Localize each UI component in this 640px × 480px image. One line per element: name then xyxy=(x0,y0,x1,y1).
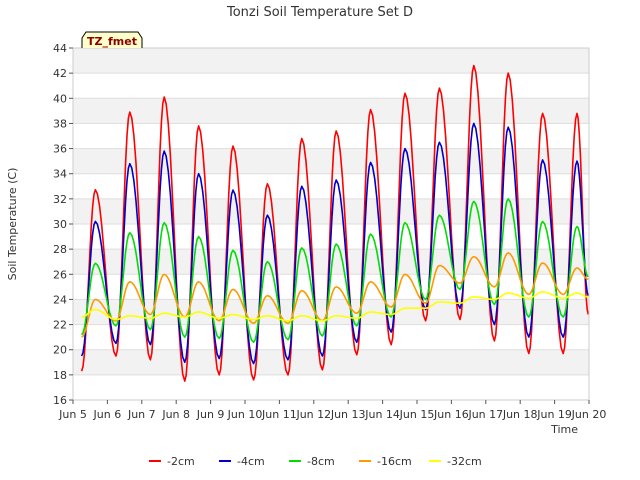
y-tick-label: 26 xyxy=(53,268,67,281)
x-tick-label: Jun 9 xyxy=(196,408,225,421)
x-tick-label: Jun 8 xyxy=(161,408,190,421)
legend-label: -2cm xyxy=(167,455,195,468)
legend-label: -4cm xyxy=(237,455,265,468)
series-line-minus-2cm xyxy=(80,64,590,382)
y-axis-label: Soil Temperature (C) xyxy=(6,168,19,281)
x-axis-label: Time xyxy=(550,423,578,436)
y-tick-label: 36 xyxy=(53,143,67,156)
y-tick-label: 20 xyxy=(53,344,67,357)
y-tick-label: 16 xyxy=(53,394,67,407)
x-tick-label: Jun 6 xyxy=(93,408,122,421)
series-line-minus-32cm xyxy=(81,291,589,322)
chart-title: Tonzi Soil Temperature Set D xyxy=(226,5,413,20)
x-tick-label: Jun 10 xyxy=(227,408,263,421)
grid-band xyxy=(73,98,589,124)
grid-band xyxy=(73,48,589,74)
x-tick-label: Jun 5 xyxy=(58,408,87,421)
station-tag-label: TZ_fmet xyxy=(87,35,137,48)
y-tick-label: 24 xyxy=(53,293,67,306)
station-tag: TZ_fmet xyxy=(81,31,143,48)
x-axis-ticks: Jun 5 Jun 6 Jun 7 Jun 8 Jun 9 Jun 10 Jun 11 Jun… xyxy=(58,400,606,421)
series-line-minus-16cm xyxy=(81,252,589,338)
x-tick-label: Jun 19 xyxy=(536,408,572,421)
y-tick-label: 18 xyxy=(53,369,67,382)
station-tag-box xyxy=(81,31,143,48)
series-line-minus-4cm xyxy=(80,122,590,365)
x-tick-label: Jun 12 xyxy=(295,408,331,421)
legend-label: -16cm xyxy=(377,455,412,468)
grid-band xyxy=(73,349,589,375)
x-tick-label: Jun 7 xyxy=(127,408,156,421)
legend-label: -8cm xyxy=(307,455,335,468)
x-tick-label: Jun 16 xyxy=(433,408,469,421)
x-tick-label: Jun 15 xyxy=(399,408,435,421)
grid-band xyxy=(73,299,589,325)
grid-band xyxy=(73,148,589,174)
y-tick-label: 44 xyxy=(53,42,67,55)
y-tick-label: 30 xyxy=(53,218,67,231)
y-tick-label: 22 xyxy=(53,319,67,332)
y-tick-label: 42 xyxy=(53,67,67,80)
y-axis-ticks: 16 18 20 22 24 26 28 30 32 34 36 38 40 42 44 xyxy=(53,42,73,407)
y-tick-label: 28 xyxy=(53,243,67,256)
y-tick-label: 34 xyxy=(53,168,67,181)
y-tick-label: 32 xyxy=(53,193,67,206)
x-tick-label: Jun 13 xyxy=(330,408,366,421)
x-tick-label: Jun 14 xyxy=(364,408,400,421)
legend: -2cm -4cm -8cm -16cm -32cm xyxy=(149,455,482,468)
x-tick-label: Jun 20 xyxy=(571,408,607,421)
x-tick-label: Jun 18 xyxy=(502,408,538,421)
x-tick-label: Jun 17 xyxy=(467,408,503,421)
x-tick-label: Jun 11 xyxy=(261,408,297,421)
legend-label: -32cm xyxy=(447,455,482,468)
y-tick-label: 40 xyxy=(53,92,67,105)
y-tick-label: 38 xyxy=(53,117,67,130)
series-layer xyxy=(80,64,590,382)
series-line-minus-8cm xyxy=(80,198,589,343)
